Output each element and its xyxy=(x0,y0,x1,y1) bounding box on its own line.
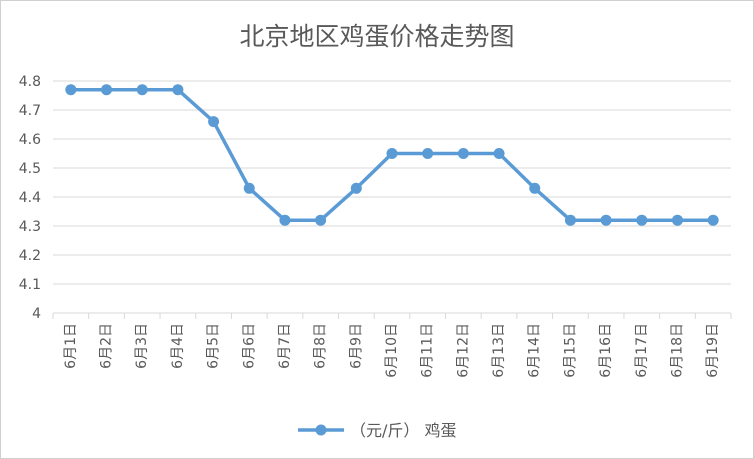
y-tick-label: 4.4 xyxy=(19,190,41,206)
data-point xyxy=(529,182,541,194)
x-tick-label: 6月12日 xyxy=(455,323,471,378)
data-point xyxy=(101,84,113,96)
data-point xyxy=(600,214,612,226)
x-tick-label: 6月18日 xyxy=(669,323,685,378)
x-tick-label: 6月15日 xyxy=(562,323,578,378)
series-layer xyxy=(65,84,719,226)
x-tick-label: 6月9日 xyxy=(348,323,364,369)
x-tick-label: 6月1日 xyxy=(63,323,79,369)
data-point xyxy=(136,84,148,96)
data-point xyxy=(315,214,327,226)
y-tick-label: 4.7 xyxy=(19,103,41,119)
data-point xyxy=(671,214,683,226)
x-tick-label: 6月16日 xyxy=(598,323,614,378)
y-tick-label: 4.1 xyxy=(19,277,41,293)
x-tick-label: 6月7日 xyxy=(277,323,293,369)
data-point xyxy=(493,148,505,159)
chart-title: 北京地区鸡蛋价格走势图 xyxy=(239,22,514,51)
legend-label: （元/斤） 鸡蛋 xyxy=(350,421,456,440)
y-tick-label: 4.6 xyxy=(19,132,41,148)
gridlines xyxy=(53,80,731,285)
x-axis-ticks: 6月1日 6月2日 6月3日 6月4日 6月5日 6月6日 6月7日 6月8日 6月9日 6月10… xyxy=(52,313,732,378)
x-tick-label: 6月5日 xyxy=(206,323,222,369)
x-tick-label: 6月6日 xyxy=(241,323,257,369)
data-point xyxy=(707,214,719,226)
x-tick-label: 6月3日 xyxy=(134,323,150,369)
data-point xyxy=(350,182,362,194)
x-tick-label: 6月13日 xyxy=(491,323,507,378)
x-tick-label: 6月14日 xyxy=(527,323,543,378)
data-point xyxy=(422,148,434,159)
y-axis-ticks: 4 4.1 4.2 4.3 4.4 4.5 4.6 4.7 4.8 xyxy=(19,74,41,322)
x-tick-label: 6月4日 xyxy=(170,323,186,369)
data-point xyxy=(208,116,220,128)
data-point xyxy=(65,84,77,96)
x-tick-label: 6月8日 xyxy=(313,323,329,369)
y-tick-label: 4.5 xyxy=(19,161,41,177)
data-point xyxy=(243,182,255,194)
y-tick-label: 4.8 xyxy=(19,74,41,90)
x-tick-label: 6月11日 xyxy=(420,323,436,378)
x-tick-label: 6月10日 xyxy=(384,323,400,378)
data-point xyxy=(636,214,648,226)
x-tick-label: 6月17日 xyxy=(634,323,650,378)
data-point xyxy=(457,148,469,159)
x-tick-label: 6月2日 xyxy=(99,323,115,369)
legend: （元/斤） 鸡蛋 xyxy=(298,421,456,440)
data-point xyxy=(386,148,398,159)
data-point xyxy=(564,214,576,226)
y-tick-label: 4 xyxy=(32,306,41,322)
data-point xyxy=(172,84,184,96)
y-tick-label: 4.2 xyxy=(19,248,41,264)
y-tick-label: 4.3 xyxy=(19,219,41,235)
x-tick-label: 6月19日 xyxy=(705,323,721,378)
data-point xyxy=(279,214,291,226)
legend-marker xyxy=(315,424,327,436)
